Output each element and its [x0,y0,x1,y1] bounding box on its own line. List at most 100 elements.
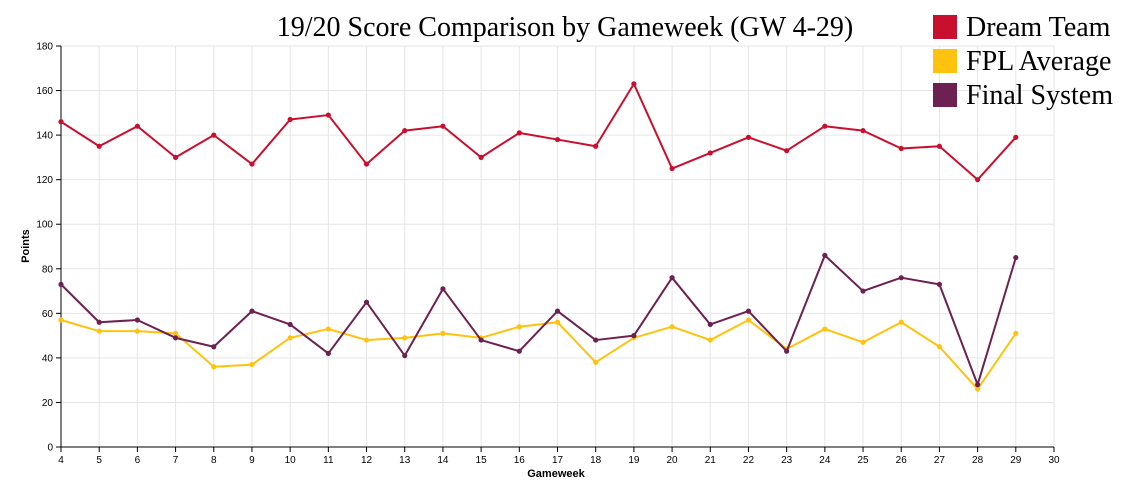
x-tick-label: 29 [1010,455,1022,466]
fpl-average-point [363,337,370,343]
dream-team-point [822,123,828,129]
final-system-point [593,337,599,343]
dream-team-point [402,128,408,134]
x-tick-label: 4 [58,455,64,466]
final-system-point [287,321,293,328]
fpl-average-point [554,319,561,325]
dream-team-point [975,177,981,183]
fpl-average-point [96,328,102,334]
y-axis-label: Points [20,229,32,263]
final-system-point [707,321,713,328]
series [58,81,1019,392]
x-tick-label: 25 [857,455,869,466]
y-tick-label: 80 [42,264,54,275]
x-tick-label: 16 [514,455,526,466]
x-tick-label: 22 [743,455,755,466]
final-system-point [669,275,675,281]
final-system-point [936,281,943,287]
final-system-point [784,348,790,354]
x-tick-label: 28 [972,455,984,466]
dream-team-point [363,161,370,167]
final-system-point [554,308,561,314]
fpl-average-point [860,339,866,345]
fpl-average-line [60,319,1017,391]
fpl-average-legend-label: FPL Average [966,46,1111,77]
x-tick-label: 26 [896,455,908,466]
dream-team-point [745,134,752,140]
fpl-average-point [325,326,331,332]
axes: 4 5 6 7 8 9 10 11 12 13 14 15 16 17 18 19 20 21 22 23 24 25 26… [36,42,1060,467]
dream-team-point [211,132,217,138]
x-tick-label: 13 [399,455,411,466]
final-system-point [134,317,140,323]
dream-team-point [1013,134,1019,140]
dream-team-point [631,81,637,87]
dream-team-point [478,154,484,160]
final-system-point [822,252,828,259]
fpl-average-point [249,361,255,368]
final-system-series [58,252,1019,388]
final-system-point [249,308,255,314]
dream-team-legend-swatch [933,15,957,39]
x-tick-label: 30 [1048,455,1060,466]
x-tick-label: 12 [361,455,373,466]
dream-team-point [172,154,179,160]
dream-team-point [287,116,293,123]
final-system-point [516,348,522,354]
x-tick-label: 27 [934,455,946,466]
fpl-average-point [211,364,217,370]
final-system-legend-label: Final System [966,80,1113,111]
dream-team-point [898,145,904,152]
dream-team-point [134,123,140,129]
x-tick-label: 7 [173,455,179,466]
final-system-point [478,337,484,343]
dream-team-point [784,148,790,154]
final-system-point [96,319,102,325]
dream-team-point [440,123,446,129]
fpl-average-point [898,319,904,325]
final-system-point [402,353,408,359]
fpl-average-point [287,335,293,341]
fpl-average-point [58,317,64,323]
y-tick-label: 100 [36,220,53,231]
fpl-average-series [58,317,1019,392]
final-system-point [860,288,866,294]
x-tick-label: 18 [590,455,602,466]
fpl-average-point [822,326,828,332]
dream-team-series [58,81,1019,183]
dream-team-point [58,119,64,125]
x-axis-label: Gameweek [527,468,585,480]
final-system-point [58,281,64,287]
final-system-legend-swatch [933,83,957,107]
x-tick-label: 23 [781,455,793,466]
y-tick-label: 60 [42,309,54,320]
y-tick-label: 0 [47,443,53,454]
dream-team-point [860,128,866,134]
x-tick-label: 24 [819,455,831,466]
fpl-average-point [593,359,599,365]
dream-team-point [516,130,522,136]
dream-team-point [96,143,102,149]
final-system-point [745,308,752,314]
fpl-average-point [936,344,943,350]
final-system-point [440,286,446,292]
final-system-line [60,254,1017,386]
x-tick-label: 9 [249,455,255,466]
dream-team-legend-label: Dream Team [966,12,1111,43]
final-system-point [631,333,637,339]
dream-team-point [325,112,331,118]
x-tick-label: 5 [96,455,102,466]
fpl-average-point [134,328,140,334]
final-system-point [975,382,981,388]
x-tick-label: 8 [211,455,217,466]
final-system-point [211,344,217,350]
x-tick-label: 6 [135,455,141,466]
fpl-average-point [516,324,522,330]
dream-team-point [707,150,713,156]
dream-team-point [669,165,675,172]
x-tick-label: 11 [323,455,334,466]
x-tick-label: 20 [667,455,679,466]
fpl-average-point [402,335,408,341]
dream-team-point [936,143,943,149]
